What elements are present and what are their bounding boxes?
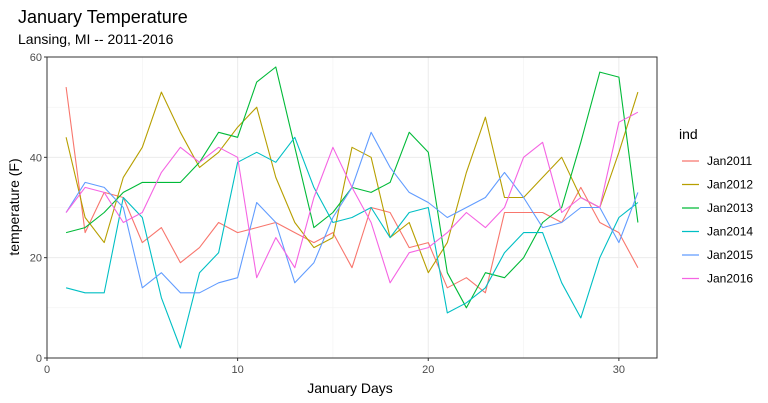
x-tick-label: 10 xyxy=(232,364,244,376)
series-line-jan2012 xyxy=(65,91,639,274)
plot-panel-border xyxy=(46,56,658,359)
x-axis-title: January Days xyxy=(307,380,393,396)
series-line-jan2014 xyxy=(65,136,639,349)
legend-label-jan2012: Jan2012 xyxy=(707,178,753,192)
series-lines xyxy=(65,66,639,349)
legend-title: ind xyxy=(679,126,698,142)
series-line-jan2015 xyxy=(65,131,639,294)
legend: ind Jan2011Jan2012Jan2013Jan2014Jan2015J… xyxy=(679,126,753,286)
legend-label-jan2013: Jan2013 xyxy=(707,201,753,215)
x-tick-label: 0 xyxy=(44,364,50,376)
grid xyxy=(46,56,657,359)
y-tick-label: 0 xyxy=(36,353,42,365)
chart-subtitle: Lansing, MI -- 2011-2016 xyxy=(18,31,174,47)
x-tick-label: 20 xyxy=(422,364,434,376)
legend-label-jan2014: Jan2014 xyxy=(707,225,753,239)
legend-label-jan2016: Jan2016 xyxy=(707,272,753,286)
series-line-jan2016 xyxy=(65,111,639,284)
legend-label-jan2011: Jan2011 xyxy=(707,154,752,168)
y-tick-label: 60 xyxy=(30,52,42,64)
x-tick-label: 30 xyxy=(613,364,625,376)
series-line-jan2011 xyxy=(65,87,639,294)
legend-items: Jan2011 Jan2012 Jan2013 Jan2014 Jan2015 Jan20… xyxy=(682,154,753,286)
y-axis-title: temperature (F) xyxy=(6,158,22,255)
y-tick-label: 40 xyxy=(30,152,42,164)
chart-title: January Temperature xyxy=(18,7,188,27)
y-tick-label: 20 xyxy=(30,253,42,265)
legend-label-jan2015: Jan2015 xyxy=(707,248,753,262)
axis-ticks: 0 10 20 30 0 20 40 60 xyxy=(30,52,625,376)
